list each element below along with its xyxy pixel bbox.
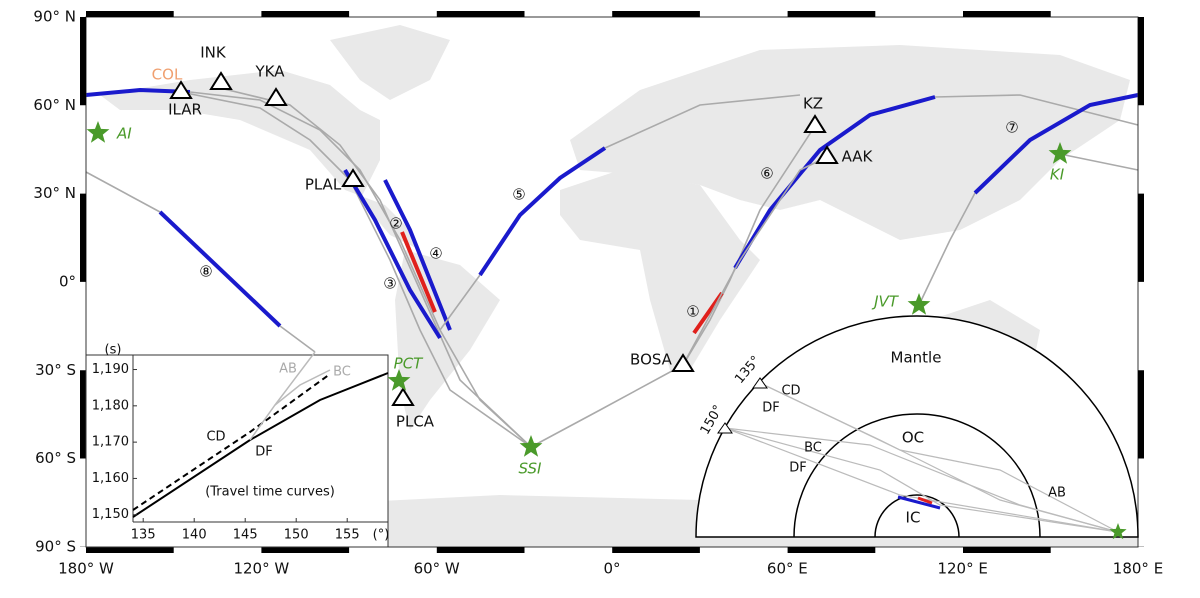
ray-paths bbox=[85, 87, 1139, 448]
lat-label: 90° S bbox=[35, 538, 76, 556]
event-label: PCT bbox=[394, 355, 425, 373]
region-label: IC bbox=[906, 509, 921, 527]
travel-time-inset bbox=[85, 351, 389, 548]
event-label: KI bbox=[1050, 166, 1065, 184]
station-label: PLAL bbox=[305, 176, 342, 194]
station-label: INK bbox=[200, 44, 227, 62]
station-label: BOSA bbox=[630, 351, 673, 369]
station-label: PLCA bbox=[396, 413, 435, 431]
event-label: AI bbox=[116, 125, 132, 143]
x-tick-label: 140 bbox=[182, 528, 207, 543]
path-number: ⑧ bbox=[199, 263, 212, 281]
region-label: OC bbox=[902, 429, 924, 447]
event-marker bbox=[387, 369, 411, 391]
path-number: ③ bbox=[383, 275, 396, 293]
path-number: ⑥ bbox=[760, 165, 773, 183]
x-tick-label: 155 bbox=[335, 528, 360, 543]
ray-label: AB bbox=[1048, 486, 1066, 501]
station-marker bbox=[803, 114, 827, 133]
station-label: YKA bbox=[255, 63, 286, 81]
station-label: ILAR bbox=[168, 101, 202, 119]
lat-label: 30° N bbox=[33, 184, 76, 202]
y-tick-label: 1,180 bbox=[92, 398, 129, 413]
ray-label: CD bbox=[781, 384, 800, 399]
y-unit: (s) bbox=[105, 343, 122, 358]
lat-label: 30° S bbox=[35, 361, 76, 379]
ray-label: DF bbox=[762, 401, 780, 416]
station-label: COL bbox=[152, 66, 183, 84]
lon-label: 120° W bbox=[233, 560, 289, 578]
branch-label: CD bbox=[206, 430, 225, 445]
y-tick-label: 1,160 bbox=[92, 471, 129, 486]
ray-inset bbox=[695, 315, 1139, 538]
path-number: ⑦ bbox=[1005, 119, 1018, 137]
lat-label: 60° S bbox=[35, 449, 76, 467]
path-number: ⑤ bbox=[512, 186, 525, 204]
path-number: ④ bbox=[429, 245, 442, 263]
inset-title: (Travel time curves) bbox=[205, 485, 335, 500]
station-label: AAK bbox=[842, 148, 874, 166]
region-label: Mantle bbox=[891, 349, 942, 367]
lat-label: 90° N bbox=[33, 8, 76, 26]
branch-label: DF bbox=[255, 445, 273, 460]
ray-label: DF bbox=[789, 461, 807, 476]
event-marker bbox=[1048, 142, 1072, 164]
station-marker bbox=[815, 145, 839, 164]
lon-label: 60° W bbox=[414, 560, 460, 578]
station-marker bbox=[209, 71, 233, 90]
event-marker bbox=[1109, 523, 1127, 540]
event-label: SSI bbox=[519, 460, 543, 478]
station-marker bbox=[169, 80, 193, 99]
map-frame bbox=[85, 16, 1139, 548]
station-marker bbox=[391, 387, 415, 406]
lon-label: 0° bbox=[603, 560, 620, 578]
lon-label: 180° W bbox=[58, 560, 114, 578]
event-marker bbox=[907, 293, 931, 315]
x-tick-label: 150 bbox=[284, 528, 309, 543]
event-marker bbox=[86, 121, 110, 143]
branch-label: AB bbox=[279, 362, 297, 377]
lat-label: 60° N bbox=[33, 96, 76, 114]
lon-label: 60° E bbox=[767, 560, 808, 578]
event-marker bbox=[519, 435, 543, 457]
lat-label: 0° bbox=[59, 273, 76, 291]
path-number: ② bbox=[389, 215, 402, 233]
x-tick-label: 135 bbox=[131, 528, 156, 543]
station-label: KZ bbox=[803, 95, 823, 113]
branch-label: BC bbox=[333, 365, 351, 380]
path-number: ① bbox=[686, 303, 699, 321]
ray-label: BC bbox=[804, 441, 822, 456]
y-tick-label: 1,170 bbox=[92, 435, 129, 450]
lon-label: 120° E bbox=[937, 560, 987, 578]
x-unit: (°) bbox=[373, 528, 390, 543]
y-tick-label: 1,150 bbox=[92, 507, 129, 522]
y-tick-label: 1,190 bbox=[92, 362, 129, 377]
station-marker bbox=[264, 87, 288, 106]
lon-label: 180° E bbox=[1113, 560, 1163, 578]
event-label: JVT bbox=[871, 293, 900, 311]
station-marker bbox=[671, 353, 695, 372]
station-marker bbox=[341, 168, 365, 187]
x-tick-label: 145 bbox=[233, 528, 258, 543]
